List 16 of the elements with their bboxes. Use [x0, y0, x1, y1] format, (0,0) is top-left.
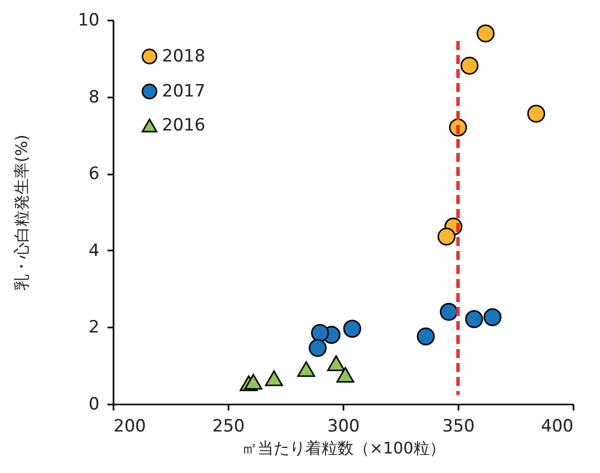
- y-tick-label: 4: [88, 240, 100, 261]
- x-tick-label: 250: [212, 416, 245, 436]
- legend-label: 2016: [162, 116, 206, 136]
- y-tick-label: 6: [88, 164, 100, 184]
- y-tick-label: 8: [88, 87, 100, 108]
- x-tick-label: 350: [442, 416, 475, 436]
- legend-label: 2018: [162, 46, 206, 66]
- y-tick-label: 10: [78, 10, 100, 30]
- x-tick-label: 200: [114, 416, 146, 436]
- x-tick-label: 400: [541, 416, 574, 436]
- x-axis-title: ㎡当たり着粒数（×100粒）: [242, 438, 446, 458]
- legend-label: 2017: [162, 82, 206, 102]
- y-tick-label: 0: [88, 394, 100, 414]
- y-axis-title: 乳・心白粒発生率(%): [12, 134, 31, 290]
- y-tick-label: 2: [88, 318, 100, 338]
- x-tick-label: 300: [327, 416, 360, 436]
